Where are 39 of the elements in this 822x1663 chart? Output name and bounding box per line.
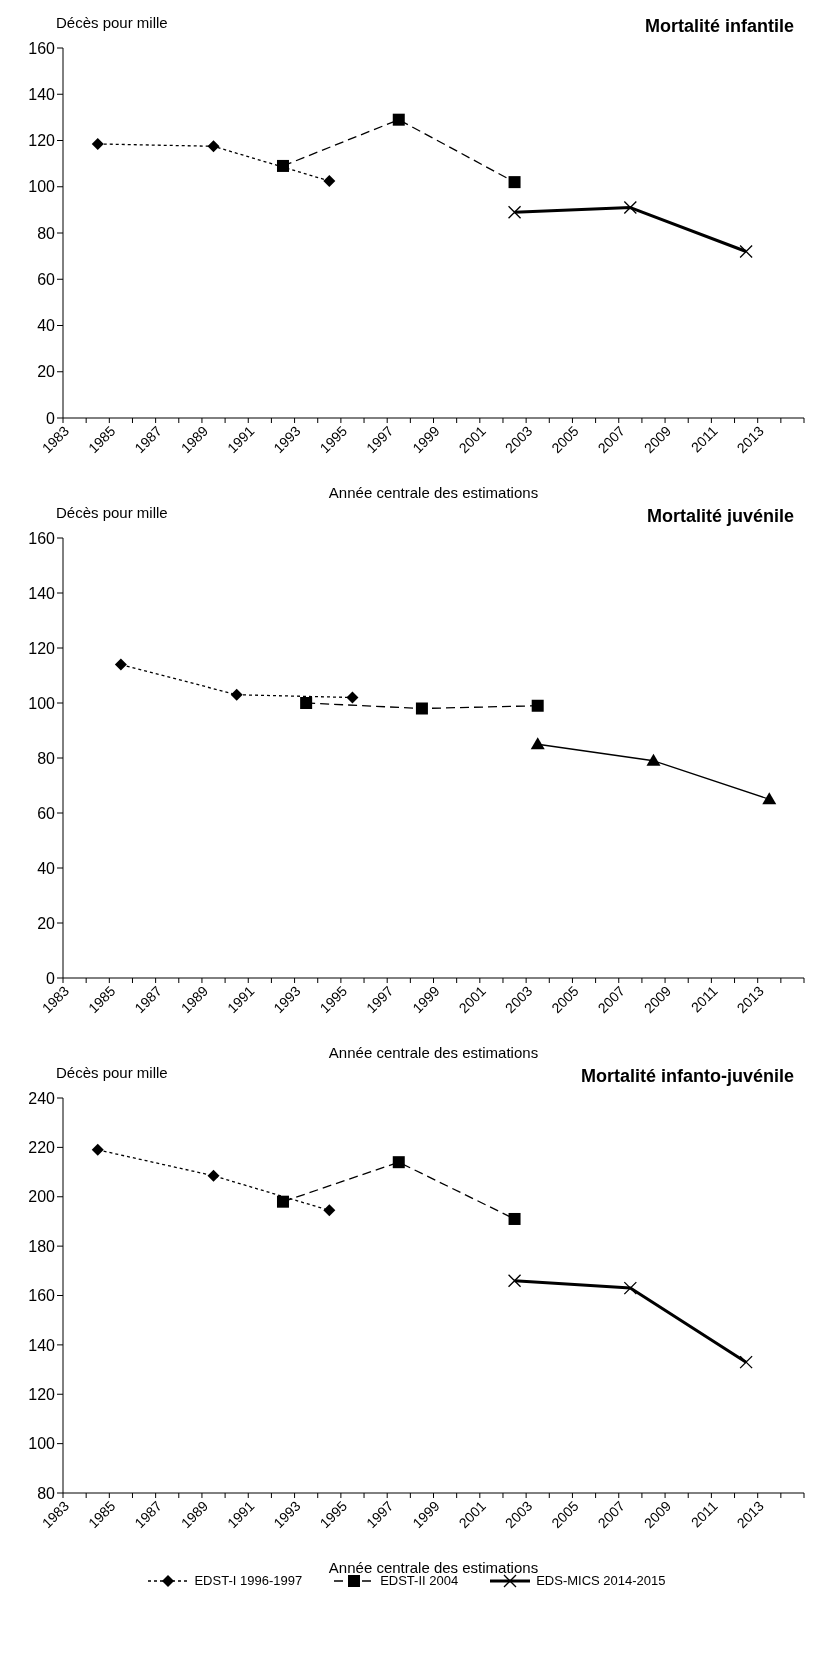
y-tick-label: 100	[28, 178, 56, 196]
y-tick-label: 180	[28, 1237, 56, 1255]
chart-title: Mortalité infanto-juvénile	[580, 1066, 794, 1087]
y-tick-label: 40	[37, 317, 56, 335]
chart-title: Mortalité juvénile	[646, 506, 794, 527]
legend-label: EDS-MICS 2014-2015	[536, 1573, 666, 1588]
y-tick-label: 160	[28, 529, 56, 547]
y-tick-label: 160	[28, 1287, 56, 1305]
y-tick-label: 220	[28, 1139, 56, 1157]
y-tick-label: 240	[28, 1089, 56, 1107]
y-tick-label: 140	[28, 85, 56, 103]
y-tick-label: 140	[28, 584, 56, 602]
y-tick-label: 20	[37, 914, 56, 932]
legend-label: EDST-II 2004	[380, 1573, 459, 1588]
y-tick-label: 120	[28, 1385, 56, 1403]
y-axis-title: Décès pour mille	[56, 504, 168, 521]
x-axis-title: Année centrale des estimations	[328, 1559, 539, 1576]
y-tick-label: 0	[46, 969, 56, 987]
y-tick-label: 80	[37, 1484, 56, 1502]
y-tick-label: 120	[28, 639, 56, 657]
y-tick-label: 20	[37, 363, 56, 381]
y-tick-label: 140	[28, 1336, 56, 1354]
y-tick-label: 80	[37, 749, 56, 767]
y-axis-title: Décès pour mille	[56, 1064, 168, 1081]
y-tick-label: 60	[37, 270, 56, 288]
y-tick-label: 80	[37, 224, 56, 242]
y-tick-label: 40	[37, 859, 56, 877]
x-axis-title: Année centrale des estimations	[328, 1044, 539, 1061]
y-tick-label: 60	[37, 804, 56, 822]
chart-title: Mortalité infantile	[644, 16, 794, 37]
y-tick-label: 200	[28, 1188, 56, 1206]
legend-label: EDST-I 1996-1997	[194, 1573, 303, 1588]
x-axis-title: Année centrale des estimations	[328, 484, 539, 501]
y-tick-label: 100	[28, 694, 56, 712]
y-axis-title: Décès pour mille	[56, 14, 168, 31]
y-tick-label: 0	[46, 409, 56, 427]
y-tick-label: 100	[28, 1435, 56, 1453]
y-tick-label: 120	[28, 132, 56, 150]
y-tick-label: 160	[28, 39, 56, 57]
